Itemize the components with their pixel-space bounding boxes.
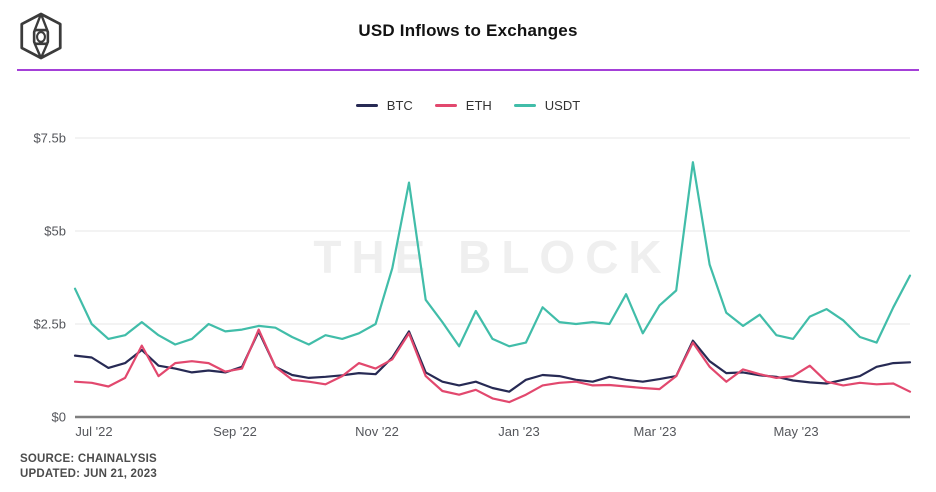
y-tick-$0: $0 bbox=[52, 410, 66, 425]
y-tick-$2.5b: $2.5b bbox=[33, 317, 66, 332]
source-text: SOURCE: CHAINALYSIS bbox=[20, 453, 157, 465]
y-tick-$5b: $5b bbox=[44, 224, 66, 239]
legend-item-btc[interactable]: BTC bbox=[355, 98, 413, 113]
x-tick-Mar '23: Mar '23 bbox=[634, 424, 677, 439]
legend-label-usdt: USDT bbox=[544, 98, 581, 113]
x-tick-Sep '22: Sep '22 bbox=[213, 424, 257, 439]
updated-text: UPDATED: JUN 21, 2023 bbox=[20, 468, 157, 480]
legend-item-usdt[interactable]: USDT bbox=[513, 98, 581, 113]
the-block-logo-icon bbox=[20, 12, 62, 60]
y-tick-$7.5b: $7.5b bbox=[33, 131, 66, 146]
header: USD Inflows to Exchanges bbox=[0, 0, 936, 71]
x-tick-May '23: May '23 bbox=[773, 424, 818, 439]
x-tick-Nov '22: Nov '22 bbox=[355, 424, 399, 439]
eth-line bbox=[73, 328, 912, 404]
page-title: USD Inflows to Exchanges bbox=[358, 21, 578, 40]
usdt-line bbox=[73, 161, 912, 348]
eth-line-swatch bbox=[434, 103, 457, 108]
legend-label-btc: BTC bbox=[386, 98, 413, 113]
legend-label-eth: ETH bbox=[465, 98, 492, 113]
legend-item-eth[interactable]: ETH bbox=[434, 98, 492, 113]
x-tick-Jul '22: Jul '22 bbox=[75, 424, 112, 439]
purple-divider bbox=[17, 69, 919, 71]
btc-line-swatch bbox=[355, 103, 378, 108]
footer: SOURCE: CHAINALYSIS UPDATED: JUN 21, 202… bbox=[20, 452, 157, 482]
the-block-watermark: THE BLOCK bbox=[313, 231, 672, 283]
legend: BTC ETH USDT bbox=[0, 98, 936, 113]
x-tick-Jan '23: Jan '23 bbox=[498, 424, 540, 439]
usdt-line-swatch bbox=[513, 103, 536, 108]
